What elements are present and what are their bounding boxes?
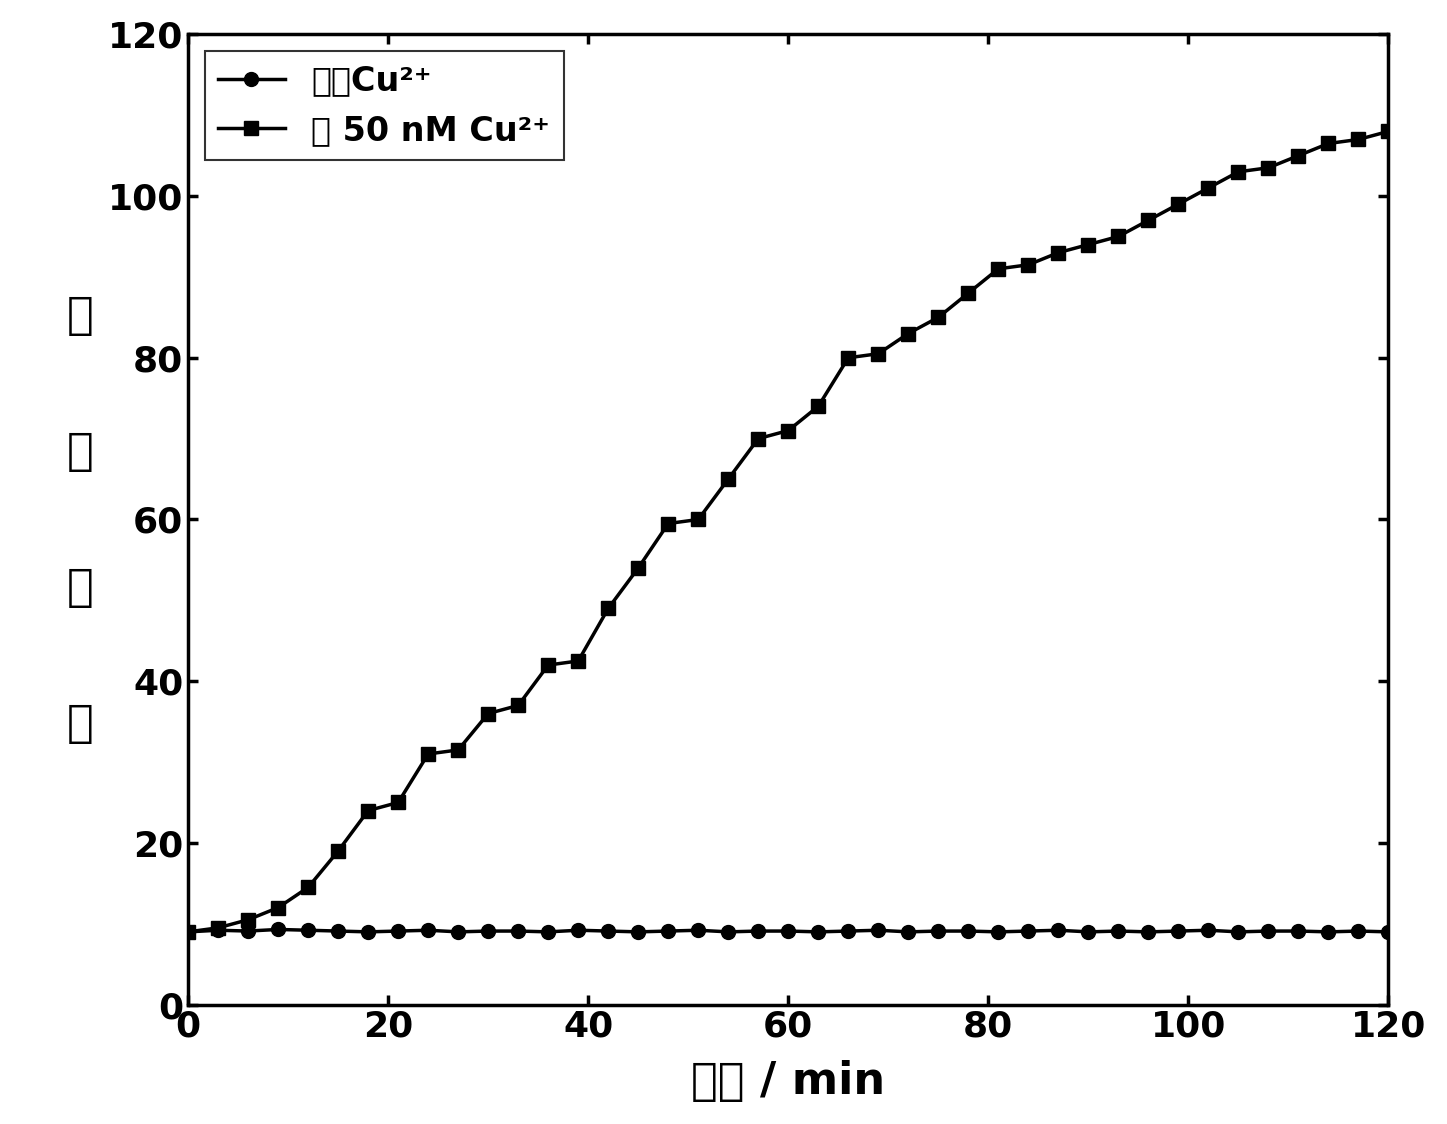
加 50 nM Cu²⁺ bbox=[900, 327, 917, 341]
加 50 nM Cu²⁺ bbox=[570, 654, 587, 668]
加 50 nM Cu²⁺ bbox=[1110, 229, 1127, 243]
不加Cu²⁺ bbox=[1079, 925, 1097, 939]
加 50 nM Cu²⁺ bbox=[750, 432, 767, 445]
Text: 度: 度 bbox=[67, 701, 94, 745]
加 50 nM Cu²⁺ bbox=[1049, 246, 1066, 260]
不加Cu²⁺ bbox=[870, 924, 887, 937]
不加Cu²⁺ bbox=[629, 925, 647, 939]
不加Cu²⁺ bbox=[179, 925, 197, 939]
不加Cu²⁺ bbox=[1200, 924, 1217, 937]
不加Cu²⁺ bbox=[509, 924, 527, 937]
加 50 nM Cu²⁺ bbox=[780, 424, 797, 437]
不加Cu²⁺ bbox=[1049, 924, 1066, 937]
不加Cu²⁺ bbox=[540, 925, 557, 939]
加 50 nM Cu²⁺ bbox=[1260, 161, 1278, 174]
加 50 nM Cu²⁺ bbox=[959, 287, 977, 300]
加 50 nM Cu²⁺ bbox=[839, 351, 857, 364]
不加Cu²⁺ bbox=[599, 924, 616, 937]
Text: 光: 光 bbox=[67, 430, 94, 473]
不加Cu²⁺ bbox=[239, 924, 256, 937]
加 50 nM Cu²⁺ bbox=[1169, 198, 1187, 211]
不加Cu²⁺ bbox=[1380, 925, 1398, 939]
加 50 nM Cu²⁺ bbox=[1289, 148, 1307, 162]
不加Cu²⁺ bbox=[330, 924, 347, 937]
不加Cu²⁺ bbox=[210, 924, 227, 937]
加 50 nM Cu²⁺ bbox=[929, 310, 946, 324]
Legend: 不加Cu²⁺, 加 50 nM Cu²⁺: 不加Cu²⁺, 加 50 nM Cu²⁺ bbox=[205, 51, 564, 161]
加 50 nM Cu²⁺ bbox=[269, 900, 287, 914]
不加Cu²⁺ bbox=[1020, 924, 1037, 937]
不加Cu²⁺ bbox=[300, 924, 317, 937]
不加Cu²⁺ bbox=[450, 925, 467, 939]
加 50 nM Cu²⁺ bbox=[389, 796, 407, 809]
加 50 nM Cu²⁺ bbox=[359, 804, 376, 817]
加 50 nM Cu²⁺ bbox=[810, 399, 828, 413]
加 50 nM Cu²⁺ bbox=[1350, 133, 1367, 146]
不加Cu²⁺ bbox=[1230, 925, 1247, 939]
加 50 nM Cu²⁺ bbox=[870, 347, 887, 361]
加 50 nM Cu²⁺ bbox=[990, 262, 1007, 275]
不加Cu²⁺ bbox=[1350, 924, 1367, 937]
加 50 nM Cu²⁺ bbox=[1320, 137, 1337, 151]
加 50 nM Cu²⁺ bbox=[239, 913, 256, 926]
加 50 nM Cu²⁺ bbox=[179, 925, 197, 939]
不加Cu²⁺ bbox=[359, 925, 376, 939]
加 50 nM Cu²⁺ bbox=[1020, 259, 1037, 272]
不加Cu²⁺ bbox=[1260, 924, 1278, 937]
加 50 nM Cu²⁺ bbox=[1380, 125, 1398, 138]
Line: 加 50 nM Cu²⁺: 加 50 nM Cu²⁺ bbox=[181, 125, 1395, 939]
X-axis label: 时间 / min: 时间 / min bbox=[692, 1060, 886, 1103]
加 50 nM Cu²⁺ bbox=[210, 921, 227, 934]
加 50 nM Cu²⁺ bbox=[330, 844, 347, 858]
Line: 不加Cu²⁺: 不加Cu²⁺ bbox=[181, 923, 1395, 939]
加 50 nM Cu²⁺ bbox=[599, 601, 616, 615]
不加Cu²⁺ bbox=[1140, 925, 1158, 939]
不加Cu²⁺ bbox=[990, 925, 1007, 939]
不加Cu²⁺ bbox=[420, 924, 437, 937]
加 50 nM Cu²⁺ bbox=[1230, 165, 1247, 179]
Text: 荧: 荧 bbox=[67, 294, 94, 337]
不加Cu²⁺ bbox=[1169, 924, 1187, 937]
不加Cu²⁺ bbox=[959, 924, 977, 937]
加 50 nM Cu²⁺ bbox=[540, 659, 557, 672]
加 50 nM Cu²⁺ bbox=[719, 472, 737, 486]
加 50 nM Cu²⁺ bbox=[660, 517, 677, 531]
加 50 nM Cu²⁺ bbox=[690, 513, 708, 526]
不加Cu²⁺ bbox=[479, 924, 496, 937]
不加Cu²⁺ bbox=[839, 924, 857, 937]
不加Cu²⁺ bbox=[269, 923, 287, 936]
Text: 强: 强 bbox=[67, 565, 94, 609]
加 50 nM Cu²⁺ bbox=[629, 561, 647, 574]
不加Cu²⁺ bbox=[570, 924, 587, 937]
加 50 nM Cu²⁺ bbox=[1200, 181, 1217, 194]
加 50 nM Cu²⁺ bbox=[1079, 238, 1097, 252]
不加Cu²⁺ bbox=[690, 924, 708, 937]
不加Cu²⁺ bbox=[660, 924, 677, 937]
不加Cu²⁺ bbox=[750, 924, 767, 937]
不加Cu²⁺ bbox=[780, 924, 797, 937]
不加Cu²⁺ bbox=[810, 925, 828, 939]
加 50 nM Cu²⁺ bbox=[420, 747, 437, 761]
不加Cu²⁺ bbox=[719, 925, 737, 939]
不加Cu²⁺ bbox=[389, 924, 407, 937]
不加Cu²⁺ bbox=[1110, 924, 1127, 937]
加 50 nM Cu²⁺ bbox=[450, 743, 467, 756]
加 50 nM Cu²⁺ bbox=[1140, 214, 1158, 227]
不加Cu²⁺ bbox=[900, 925, 917, 939]
加 50 nM Cu²⁺ bbox=[509, 699, 527, 713]
不加Cu²⁺ bbox=[1320, 925, 1337, 939]
加 50 nM Cu²⁺ bbox=[479, 707, 496, 720]
不加Cu²⁺ bbox=[929, 924, 946, 937]
不加Cu²⁺ bbox=[1289, 924, 1307, 937]
加 50 nM Cu²⁺ bbox=[300, 880, 317, 894]
